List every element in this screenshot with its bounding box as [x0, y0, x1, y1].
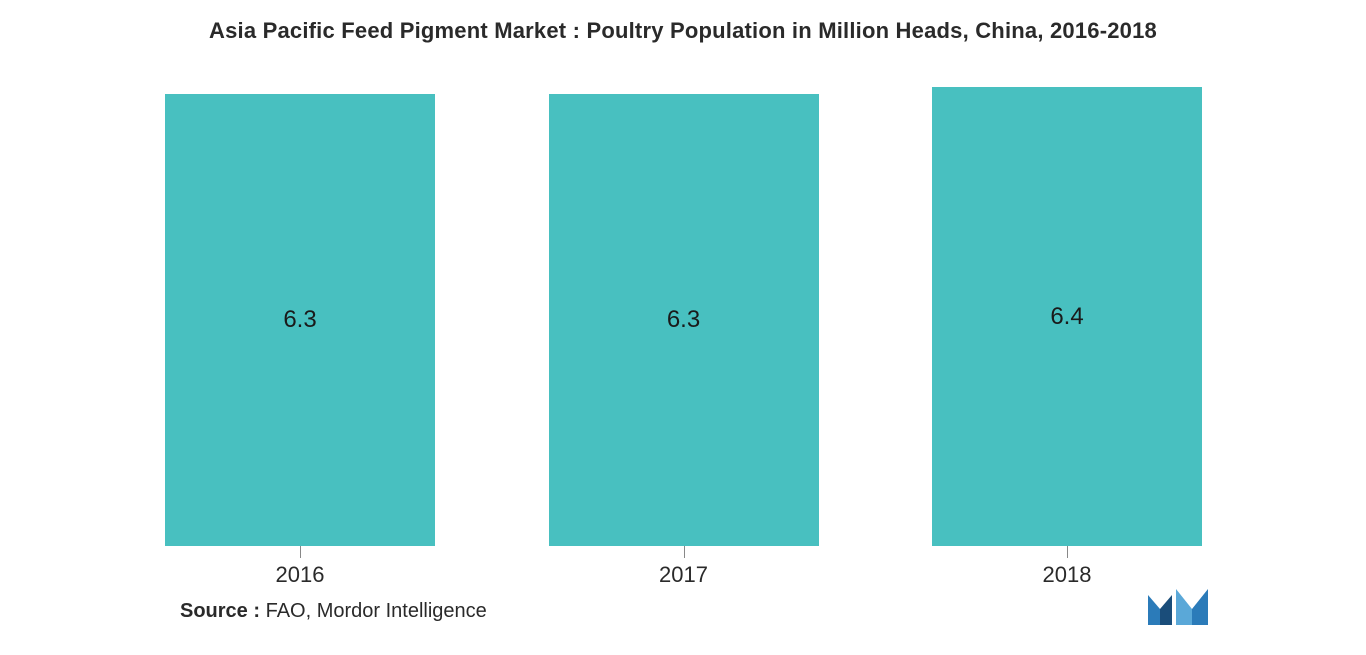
- bar-1: 6.3: [549, 94, 819, 546]
- chart-area: 6.3 2016 6.3 2017 6.4 2018: [165, 87, 1202, 546]
- bar-value-2: 6.4: [1050, 303, 1083, 331]
- category-label-0: 2016: [276, 562, 325, 588]
- bar-0: 6.3: [165, 94, 435, 546]
- tick-1: [684, 546, 685, 558]
- source-label: Source :: [180, 600, 260, 622]
- bar-group-2: 6.4 2018: [932, 87, 1202, 546]
- mordor-logo-icon: [1146, 587, 1216, 627]
- bar-2: 6.4: [932, 87, 1202, 546]
- tick-2: [1067, 546, 1068, 558]
- source-text: FAO, Mordor Intelligence: [260, 600, 487, 622]
- bar-value-0: 6.3: [283, 306, 316, 334]
- source-line: Source : FAO, Mordor Intelligence: [180, 600, 487, 623]
- category-label-2: 2018: [1043, 562, 1092, 588]
- bar-value-1: 6.3: [667, 306, 700, 334]
- category-label-1: 2017: [659, 562, 708, 588]
- bar-group-1: 6.3 2017: [549, 94, 819, 546]
- bar-group-0: 6.3 2016: [165, 94, 435, 546]
- tick-0: [300, 546, 301, 558]
- chart-title: Asia Pacific Feed Pigment Market : Poult…: [0, 0, 1366, 44]
